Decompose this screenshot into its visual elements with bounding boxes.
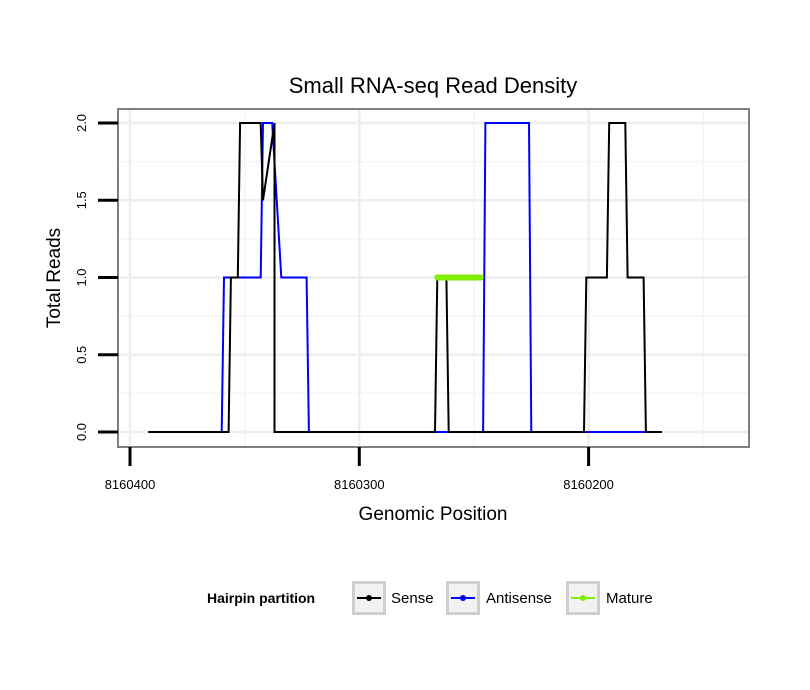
legend-key-dot [460,595,466,601]
legend-label: Sense [391,590,434,607]
y-tick-label: 1.5 [74,191,89,209]
x-tick-label: 8160400 [105,477,156,492]
legend: Hairpin partition Sense Antisense Mature [207,581,653,615]
y-tick-label: 2.0 [74,114,89,132]
y-axis-title: Total Reads [44,228,65,328]
legend-item-antisense: Antisense [446,581,552,615]
x-axis: 8160400 8160300 8160200 [105,447,614,492]
y-axis: 0.0 0.5 1.0 1.5 2.0 [74,114,118,441]
y-tick-label: 0.0 [74,423,89,441]
y-tick-label: 0.5 [74,346,89,364]
chart-title: Small RNA-seq Read Density [289,73,578,98]
legend-title: Hairpin partition [207,590,315,606]
legend-label: Antisense [486,590,552,607]
legend-label: Mature [606,590,653,607]
legend-item-sense: Sense [352,581,434,615]
x-tick-label: 8160200 [563,477,614,492]
x-tick-label: 8160300 [334,477,385,492]
x-axis-title: Genomic Position [359,504,508,525]
legend-item-mature: Mature [566,581,653,615]
series-line-antisense [148,122,662,433]
legend-key-dot [580,595,586,601]
y-tick-label: 1.0 [74,268,89,286]
legend-key-dot [366,595,372,601]
series-group [148,122,662,433]
